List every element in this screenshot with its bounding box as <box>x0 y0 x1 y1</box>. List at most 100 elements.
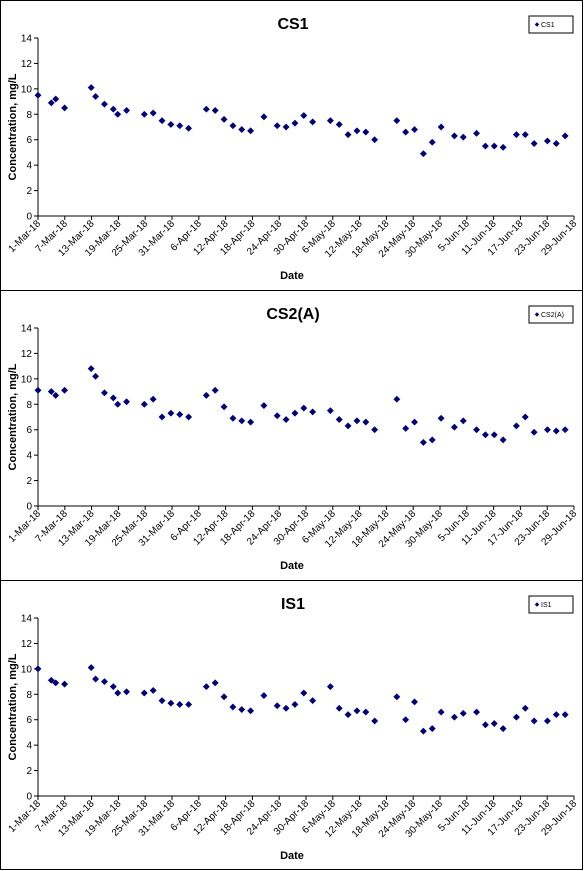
data-point <box>185 413 193 421</box>
y-tick-label: 12 <box>21 349 33 360</box>
y-tick-label: 12 <box>21 59 33 70</box>
chart-svg: IS1024681012141-Mar-187-Mar-1813-Mar-181… <box>7 595 579 862</box>
data-point <box>109 683 117 691</box>
chart-title: CS1 <box>277 16 308 33</box>
data-point <box>114 400 122 408</box>
chart-panel-is1: IS1 0 2 4 6 8 10 12 14 1-Mar-18 7-Mar-18 13-Mar-18 1… <box>0 580 583 870</box>
data-point <box>393 693 401 701</box>
data-point <box>123 398 131 406</box>
y-axis-label: Concentration, mg/L <box>7 653 19 760</box>
data-point <box>561 711 569 719</box>
data-point <box>521 704 529 712</box>
data-point <box>309 697 317 705</box>
legend-box <box>528 305 574 324</box>
y-tick-label: 10 <box>21 664 33 675</box>
data-point <box>300 689 308 697</box>
data-point <box>512 422 520 430</box>
data-point <box>100 389 108 397</box>
data-point <box>52 391 60 399</box>
data-point <box>344 422 352 430</box>
data-point <box>459 133 467 141</box>
data-point <box>499 725 507 733</box>
data-point <box>211 386 219 394</box>
data-point <box>428 436 436 444</box>
data-point <box>309 408 317 416</box>
x-axis-label: Date <box>280 560 304 572</box>
y-tick-label: 2 <box>26 476 32 487</box>
data-point <box>211 679 219 687</box>
data-point <box>260 113 268 121</box>
data-point <box>552 711 560 719</box>
y-tick-label: 6 <box>26 425 32 436</box>
data-point <box>300 404 308 412</box>
data-point <box>309 118 317 126</box>
data-point <box>220 403 228 411</box>
x-axis-label: Date <box>280 850 304 862</box>
data-point <box>450 713 458 721</box>
data-point <box>552 139 560 148</box>
x-axis-label: Date <box>280 270 304 282</box>
data-point <box>419 727 427 735</box>
data-point <box>428 725 436 733</box>
y-axis-label: Concentration, mg/L <box>7 363 19 470</box>
data-point <box>176 700 184 709</box>
data-point <box>229 414 237 422</box>
data-point <box>247 707 255 715</box>
data-point <box>202 105 210 113</box>
data-point <box>371 136 379 144</box>
data-point <box>543 426 551 434</box>
data-point <box>353 127 361 135</box>
chart-panel-cs2a: CS2(A) 0 2 4 6 8 10 12 14 1-Mar-18 7-Mar-18 13-Mar-… <box>0 290 583 581</box>
data-point <box>335 120 343 129</box>
legend-box <box>528 595 574 614</box>
data-point <box>47 388 55 396</box>
y-axis-label: Concentration, mg/L <box>7 73 19 180</box>
data-point <box>247 127 255 135</box>
data-point <box>238 417 246 425</box>
data-point <box>428 138 436 146</box>
data-point <box>481 142 489 150</box>
data-point <box>273 702 281 710</box>
data-point <box>123 106 131 115</box>
data-point <box>326 117 334 125</box>
data-point <box>326 683 334 691</box>
data-point <box>419 150 427 158</box>
y-tick-label: 0 <box>26 212 32 223</box>
data-point <box>472 426 481 434</box>
data-point <box>273 122 281 130</box>
data-point <box>61 386 69 394</box>
data-point <box>167 120 175 129</box>
chart-title: CS2(A) <box>266 306 319 323</box>
data-point <box>499 143 507 151</box>
data-point <box>362 708 370 716</box>
y-tick-label: 4 <box>26 451 32 462</box>
data-point <box>512 131 520 139</box>
legend-marker <box>534 22 540 27</box>
legend-label: CS1 <box>541 22 555 29</box>
data-point <box>291 409 299 417</box>
data-point <box>34 665 42 673</box>
legend: IS1 <box>528 595 574 614</box>
data-point <box>459 709 467 717</box>
data-point <box>335 704 343 712</box>
y-tick-label: 6 <box>26 715 32 726</box>
data-point <box>543 137 551 145</box>
data-point <box>410 698 419 706</box>
data-point <box>472 708 481 716</box>
chart-panel-cs1: CS1 0 2 4 6 8 10 12 14 1-Mar-18 7-Mar-18 13-Mar-18 1… <box>0 0 583 291</box>
data-point <box>140 400 148 408</box>
data-point <box>282 415 290 424</box>
data-point <box>167 699 175 707</box>
data-point <box>437 708 445 716</box>
data-point <box>481 721 489 729</box>
data-point <box>490 719 498 728</box>
data-point <box>260 402 268 410</box>
data-point <box>47 676 55 684</box>
data-point <box>114 110 122 118</box>
data-point <box>100 678 108 686</box>
y-tick-label: 4 <box>26 161 32 172</box>
data-point <box>410 418 419 426</box>
chart-title: IS1 <box>281 596 305 613</box>
data-point <box>419 438 427 446</box>
y-tick-label: 2 <box>26 766 32 777</box>
